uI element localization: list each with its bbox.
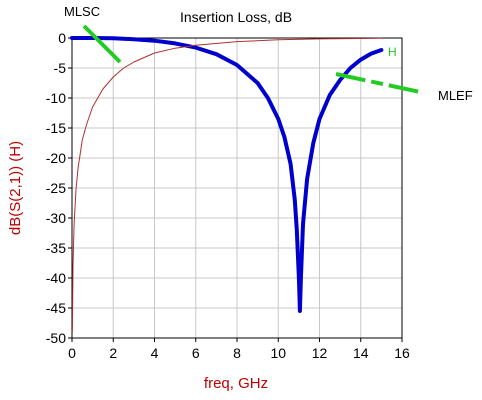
y-tick-label: -5 xyxy=(54,60,67,76)
grid xyxy=(71,37,403,339)
x-tick-label: 2 xyxy=(109,345,117,361)
x-tick-label: 4 xyxy=(151,345,159,361)
tick-labels: 0 2 4 6 8 10 12 14 16 0 -5 -10 -15 -20 -25 -30 -35 -40 -45… xyxy=(46,30,410,361)
x-tick-label: 6 xyxy=(192,345,200,361)
x-tick-label: 12 xyxy=(312,345,328,361)
axes xyxy=(68,37,403,342)
x-tick-label: 16 xyxy=(394,345,410,361)
y-tick-label: -15 xyxy=(46,120,66,136)
series-line-mlsc xyxy=(71,37,382,333)
y-tick-label: 0 xyxy=(58,30,66,46)
annotation-mlsc: MLSC xyxy=(64,4,100,19)
y-tick-label: -35 xyxy=(46,240,66,256)
series-label-h: H xyxy=(388,45,397,59)
y-tick-label: -20 xyxy=(46,150,66,166)
y-axis-label: dB(S(2,1)) (H) xyxy=(7,141,24,235)
y-tick-label: -40 xyxy=(46,270,66,286)
x-tick-label: 0 xyxy=(68,345,76,361)
y-tick-label: -50 xyxy=(46,330,66,346)
y-tick-label: -30 xyxy=(46,210,66,226)
y-tick-label: -45 xyxy=(46,300,66,316)
x-tick-label: 10 xyxy=(270,345,286,361)
mlef-pointer xyxy=(335,72,421,94)
mlsc-pointer xyxy=(82,24,122,64)
series-group xyxy=(70,36,384,333)
y-tick-label: -10 xyxy=(46,90,66,106)
chart-title: Insertion Loss, dB xyxy=(180,9,292,25)
annotation-mlef: MLEF xyxy=(438,88,473,103)
x-tick-label: 14 xyxy=(353,345,369,361)
x-axis-label: freq, GHz xyxy=(204,375,268,392)
y-tick-label: -25 xyxy=(46,180,66,196)
x-tick-label: 8 xyxy=(233,345,241,361)
series-line-h xyxy=(70,36,384,313)
